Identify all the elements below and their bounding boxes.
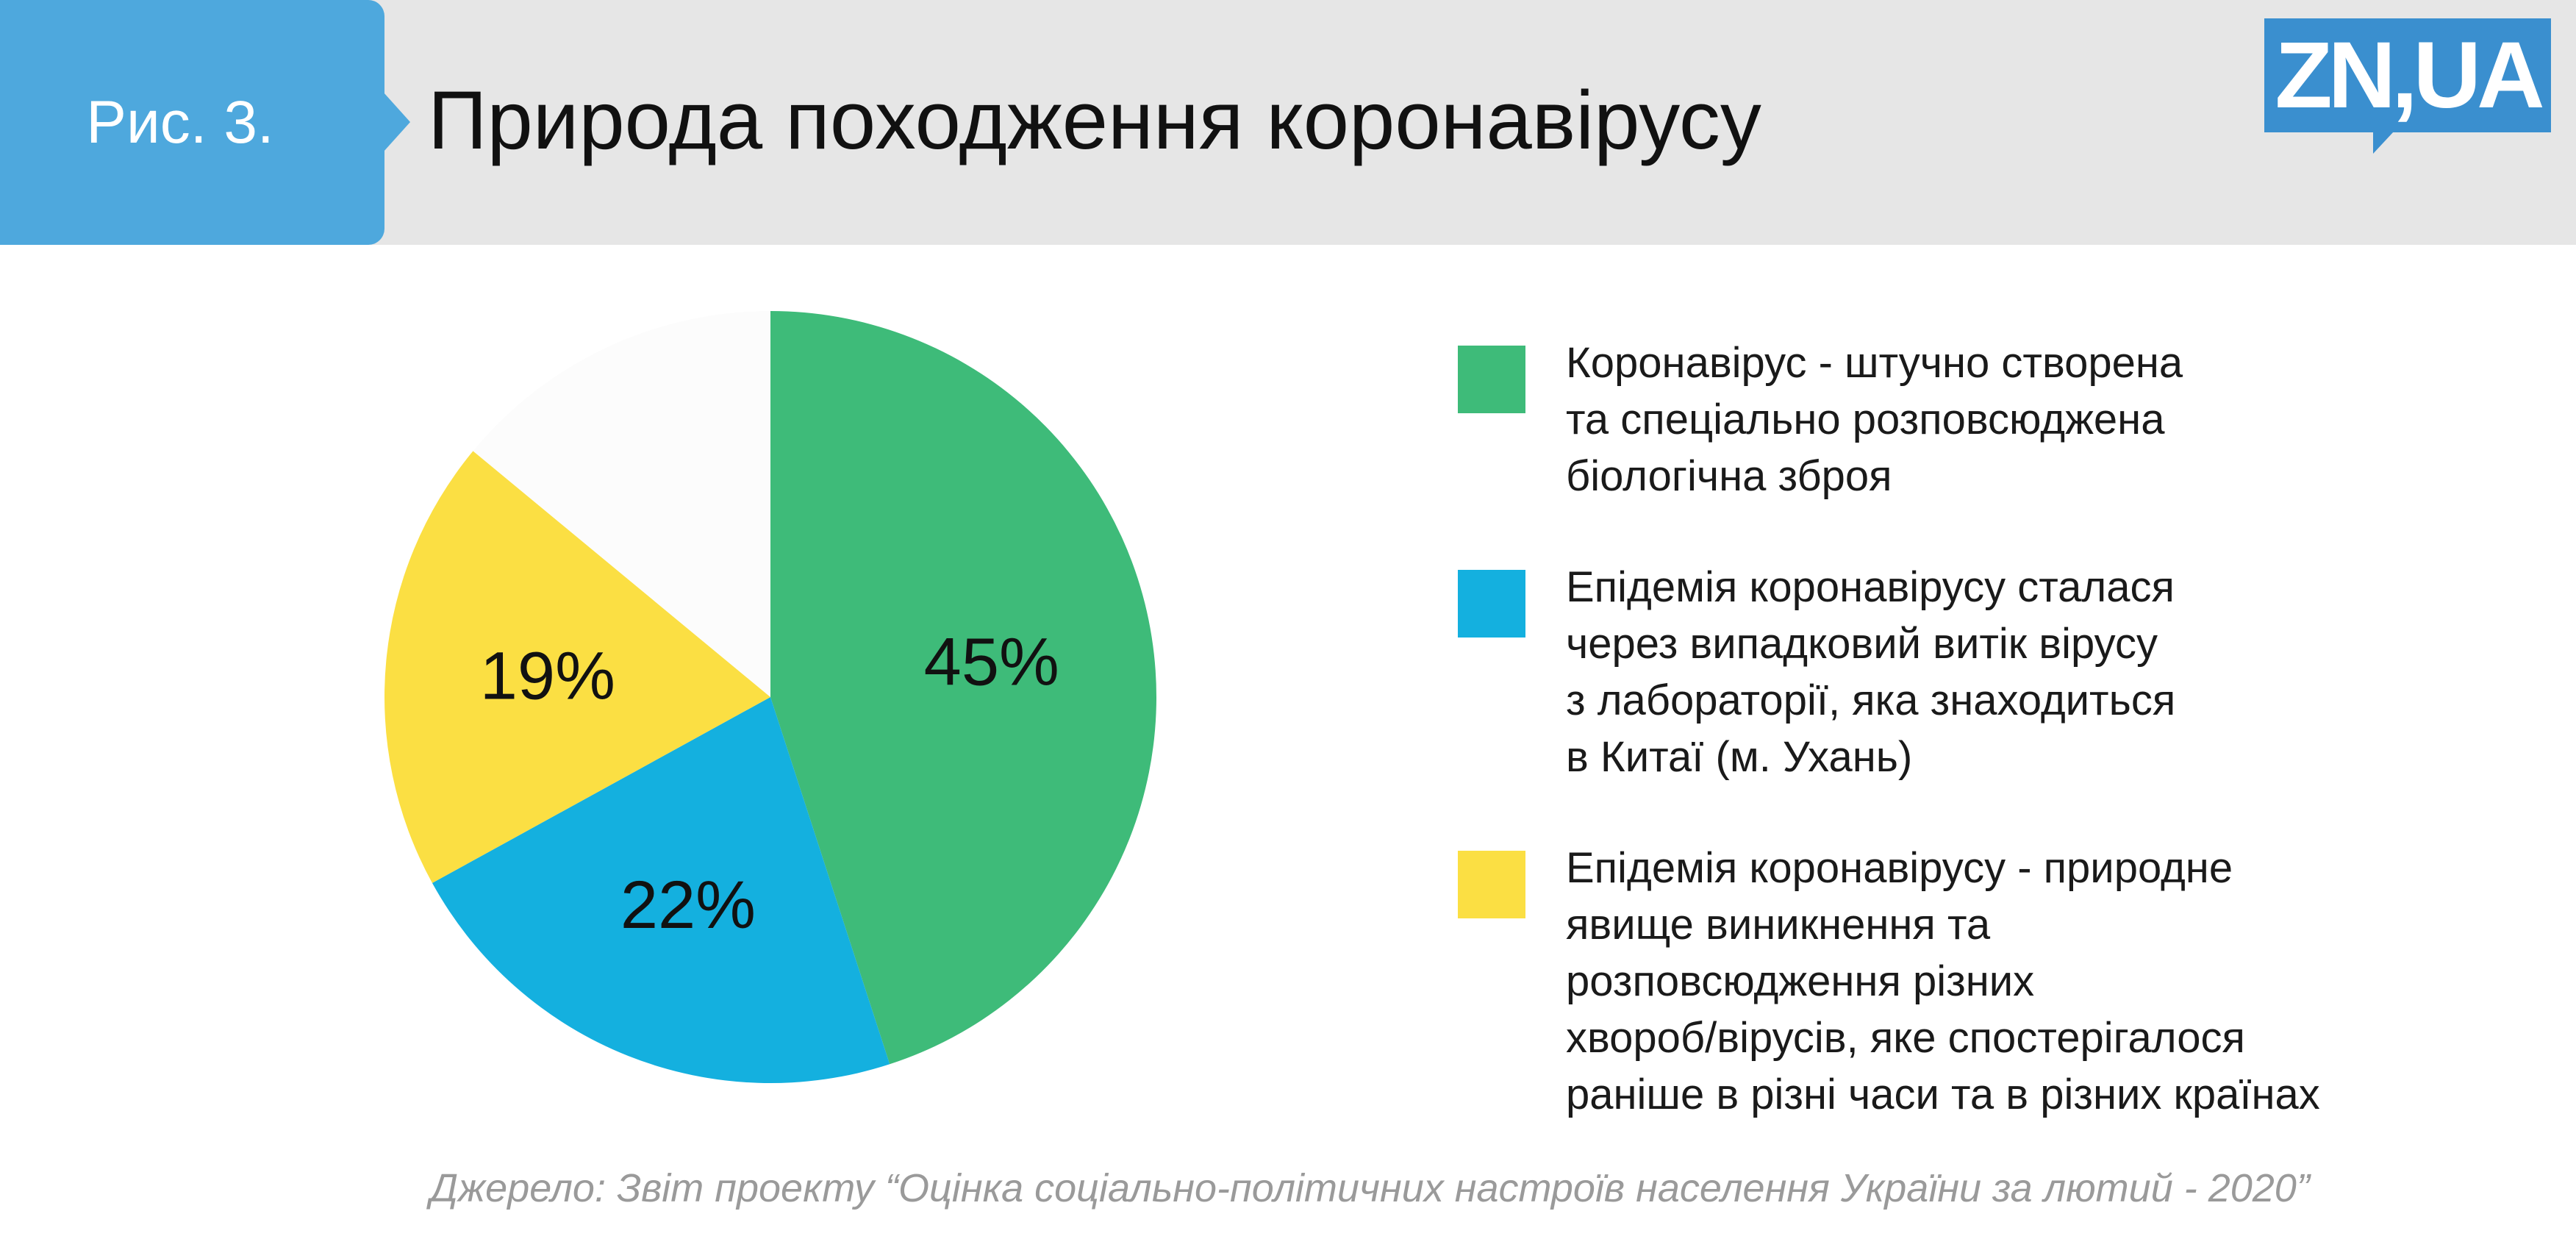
- zn-ua-logo: ZN,UA: [2264, 18, 2551, 132]
- pie-slice-2: [384, 451, 770, 883]
- figure-label: Рис. 3.: [86, 88, 274, 156]
- pie-slice-3: [473, 311, 770, 697]
- pie-label-1: 22%: [620, 868, 756, 943]
- logo-notch: [2373, 132, 2394, 154]
- pie-label-2: 19%: [480, 638, 615, 713]
- pie-chart: 45% 22% 19%: [384, 311, 1156, 1083]
- legend-label-2: Епідемія коронавірусу - природне явище в…: [1566, 844, 2320, 1118]
- pie-label-0: 45%: [924, 624, 1059, 699]
- page-title: Природа походження коронавірусу: [428, 74, 1761, 166]
- pie-slice-0: [770, 311, 1156, 1065]
- legend-item-0: Коронавірус - штучно створена та спеціал…: [1458, 335, 2502, 504]
- legend-swatch-1: [1458, 570, 1525, 638]
- legend-item-2: Епідемія коронавірусу - природне явище в…: [1458, 840, 2502, 1123]
- figure-tab-arrow: [384, 93, 410, 151]
- legend-swatch-2: [1458, 851, 1525, 918]
- legend-item-1: Епідемія коронавірусу сталася через випа…: [1458, 559, 2502, 785]
- legend-label-0: Коронавірус - штучно створена та спеціал…: [1566, 339, 2183, 500]
- legend-label-1: Епідемія коронавірусу сталася через випа…: [1566, 563, 2176, 781]
- chart-legend: Коронавірус - штучно створена та спеціал…: [1458, 335, 2502, 1177]
- legend-swatch-0: [1458, 346, 1525, 413]
- pie-slice-1: [432, 697, 890, 1083]
- figure-tab: [0, 0, 384, 245]
- source-note: Джерело: Звіт проекту “Оцінка соціально-…: [430, 1166, 2310, 1210]
- header-bar: [0, 0, 2576, 245]
